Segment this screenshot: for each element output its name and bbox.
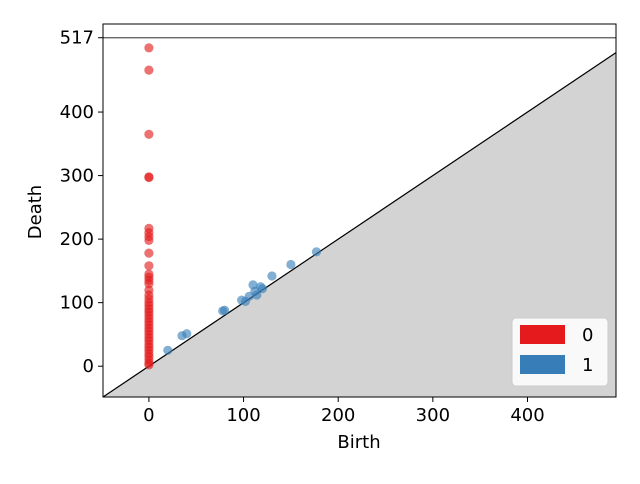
y-tick-label: 517 [60, 28, 94, 49]
legend-swatch-1 [520, 355, 565, 374]
x-tick-label: 100 [226, 405, 260, 426]
legend-label-0: 0 [582, 325, 593, 346]
point-dim-1 [286, 259, 296, 270]
x-tick-label: 400 [510, 405, 544, 426]
x-tick-label: 300 [416, 405, 450, 426]
point-dim-0 [144, 43, 154, 53]
point-dim-1 [220, 305, 230, 315]
y-axis-label: Death [25, 185, 46, 239]
point-dim-0 [144, 235, 154, 245]
point-dim-1 [267, 271, 277, 281]
y-tick-label: 200 [60, 229, 94, 250]
point-dim-0 [144, 278, 154, 289]
point-dim-0 [144, 65, 154, 75]
y-tick-label: 0 [83, 356, 94, 377]
legend-swatch-0 [520, 325, 565, 344]
points-layer [144, 43, 322, 370]
y-tick-label: 300 [60, 166, 94, 187]
point-dim-1 [182, 329, 192, 339]
point-dim-0 [144, 360, 154, 370]
x-tick-label: 200 [321, 405, 355, 426]
point-dim-1 [163, 345, 173, 355]
point-dim-0 [144, 248, 154, 258]
x-tick-label: 0 [143, 405, 154, 426]
legend: 01 [511, 317, 609, 387]
point-dim-0 [144, 261, 154, 271]
point-dim-0 [144, 172, 154, 183]
point-dim-1 [311, 247, 322, 257]
y-tick-label: 100 [60, 293, 94, 314]
point-dim-1 [257, 284, 268, 294]
x-axis-label: Birth [337, 432, 380, 453]
y-tick-label: 400 [60, 102, 94, 123]
diagonal-line [102, 52, 617, 398]
y-axis-ticks: 0 100 200 300 400 517 [60, 28, 103, 377]
plot-frame [102, 23, 617, 398]
x-axis-ticks: 0 100 200 300 400 [143, 397, 545, 426]
point-dim-0 [144, 129, 154, 139]
point-dim-1 [252, 290, 262, 300]
legend-label-1: 1 [582, 355, 593, 376]
